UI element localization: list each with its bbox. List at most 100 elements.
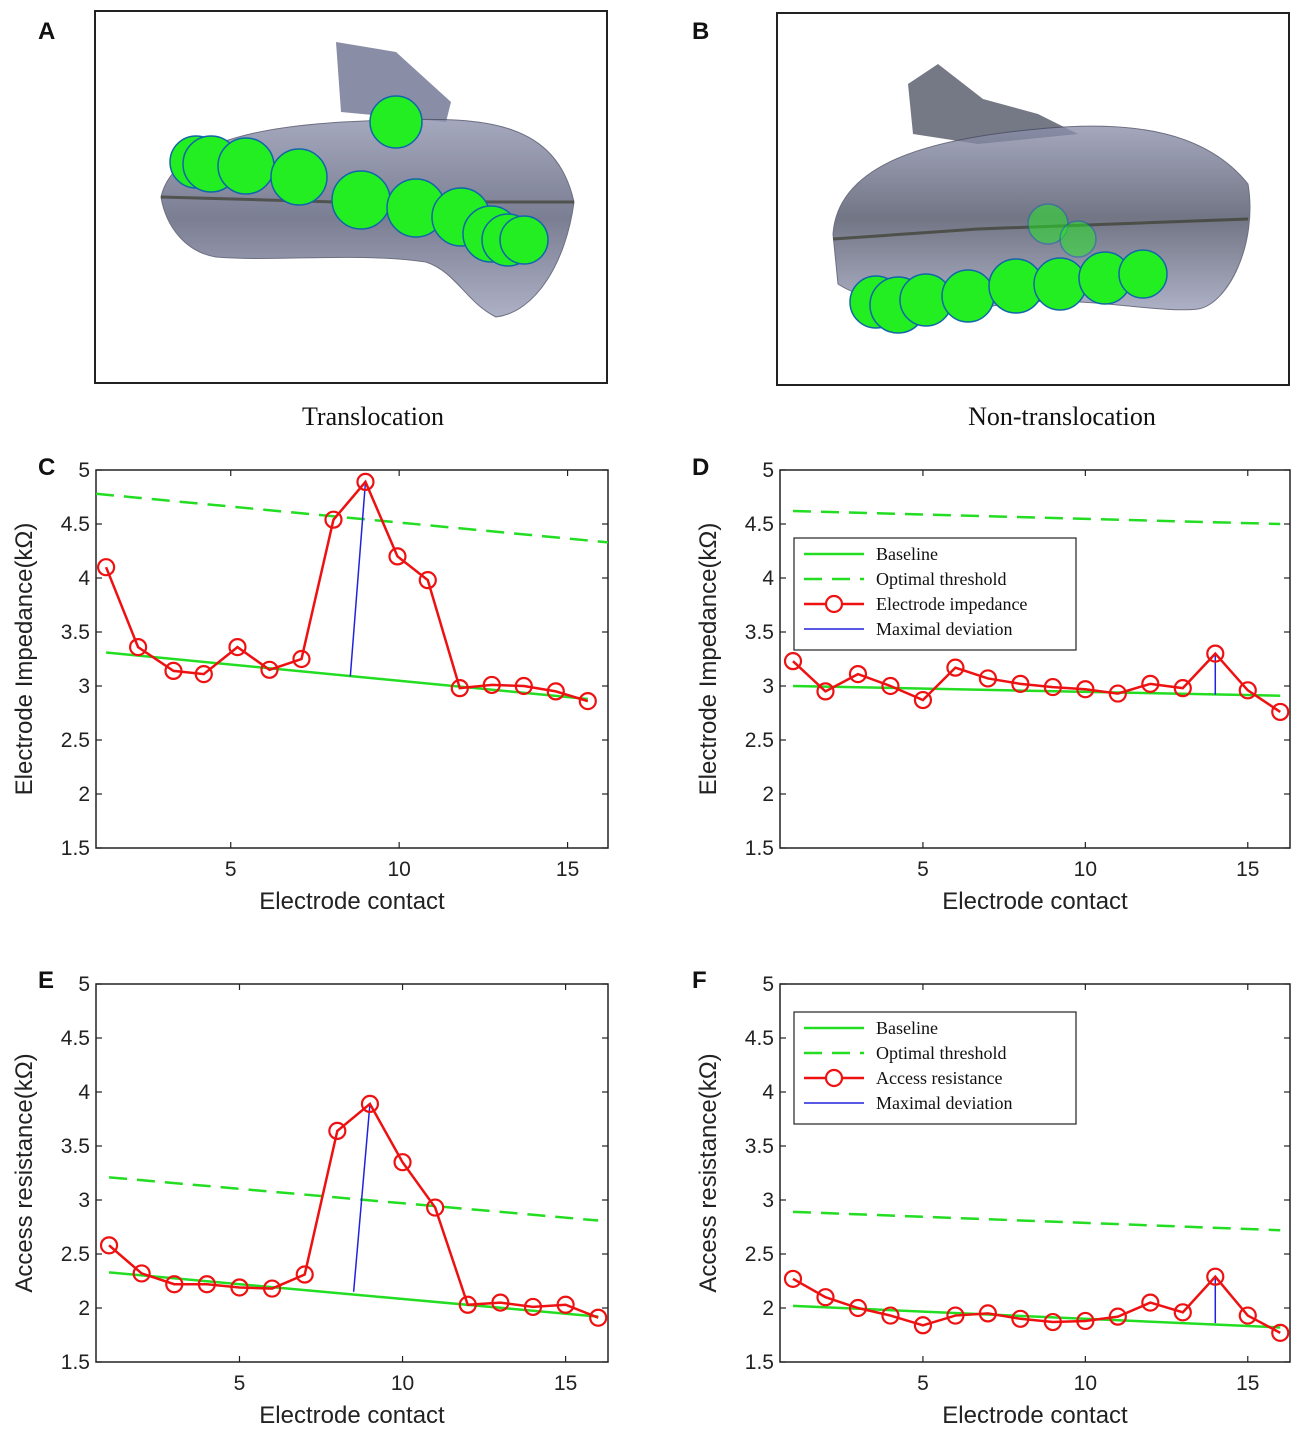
x-tick-label: 15 <box>1236 858 1259 881</box>
data-point <box>556 1295 575 1314</box>
caption-non-translocation: Non-translocation <box>968 402 1156 431</box>
y-tick-label: 1.5 <box>61 1351 90 1374</box>
data-point <box>164 661 183 680</box>
data-point <box>589 1308 608 1327</box>
translocation-render <box>94 10 608 384</box>
baseline-line <box>792 1304 1281 1329</box>
data-point <box>165 1275 184 1294</box>
y-tick-label: 4.5 <box>745 513 774 536</box>
data-point <box>1108 684 1127 703</box>
panel-letter-c: C <box>38 454 55 481</box>
y-tick-label: 2 <box>762 783 774 806</box>
data-point <box>848 665 868 684</box>
y-tick-label: 4 <box>762 1081 774 1104</box>
data-point <box>482 675 501 695</box>
x-tick-label: 15 <box>554 1372 577 1395</box>
electrode-array-a <box>169 95 549 267</box>
data-point <box>848 1298 868 1318</box>
legend-label: Optimal threshold <box>876 569 1006 589</box>
series-line <box>792 1274 1281 1334</box>
y-tick-label: 4 <box>762 567 774 590</box>
data-point <box>491 1293 510 1312</box>
baseline-line <box>105 651 588 701</box>
data-point <box>1043 1312 1062 1332</box>
legend: Baseline Optimal threshold Electrode imped… <box>793 537 1077 651</box>
data-point <box>1076 680 1095 699</box>
y-tick-label: 3.5 <box>61 621 90 644</box>
data-point <box>946 658 965 677</box>
y-tick-label: 3.5 <box>61 1135 90 1158</box>
data-point <box>1141 674 1160 693</box>
baseline-line <box>108 1271 599 1318</box>
y-tick-label: 1.5 <box>745 1351 774 1374</box>
y-tick-label: 3 <box>78 675 90 698</box>
y-tick-label: 2.5 <box>745 1243 774 1266</box>
data-point <box>393 1153 412 1172</box>
axes-box <box>779 983 1291 1363</box>
y-tick-label: 4.5 <box>61 1027 90 1050</box>
data-point <box>523 1297 543 1317</box>
data-point <box>228 638 247 657</box>
data-point <box>978 669 997 688</box>
data-point <box>260 660 279 679</box>
data-point <box>458 1295 477 1314</box>
legend-box <box>793 1011 1077 1125</box>
data-point <box>1173 679 1192 698</box>
y-tick-label: 2 <box>78 1297 90 1320</box>
x-tick-label: 5 <box>917 1372 929 1395</box>
data-point <box>97 558 116 577</box>
data-point <box>1011 1309 1030 1328</box>
data-point <box>356 472 375 491</box>
y-tick-label: 5 <box>762 459 774 482</box>
panel-letter-e: E <box>38 967 54 994</box>
data-point <box>426 1198 445 1217</box>
legend: Baseline Optimal threshold Access resistan… <box>793 1011 1077 1125</box>
x-tick-label: 10 <box>391 1372 414 1395</box>
y-tick-label: 4 <box>78 567 90 590</box>
panel-letter-a: A <box>38 18 56 45</box>
threshold-line <box>108 1176 599 1222</box>
data-point <box>263 1279 282 1298</box>
axes-box <box>95 983 609 1363</box>
x-tick-label: 5 <box>234 1372 246 1395</box>
legend-swatch-marker <box>824 1068 844 1088</box>
y-tick-label: 4.5 <box>61 513 90 536</box>
x-tick-label: 10 <box>1074 858 1097 881</box>
data-point <box>978 1304 997 1323</box>
data-point <box>946 1306 965 1325</box>
y-tick-label: 1.5 <box>745 837 774 860</box>
data-point <box>514 676 533 696</box>
data-point <box>450 679 469 698</box>
y-tick-label: 3.5 <box>745 1135 774 1158</box>
legend-box <box>793 537 1077 651</box>
x-tick-label: 5 <box>225 858 237 881</box>
y-tick-label: 2.5 <box>745 729 774 752</box>
data-point <box>1238 681 1257 700</box>
cochlea-apex-b <box>908 64 1078 144</box>
baseline-line <box>792 684 1281 697</box>
data-point <box>194 665 213 684</box>
data-point <box>546 682 565 701</box>
data-point <box>1043 677 1062 697</box>
x-tick-label: 10 <box>1074 1372 1097 1395</box>
max-deviation-line <box>352 1103 371 1292</box>
chart-f: F 1.5 2 2.5 3 3.5 4 4.5 5 5 10 15 Electrode contact A… <box>692 967 1291 1429</box>
data-point <box>881 1306 900 1325</box>
y-axis-label: Electrode Impedance(kΩ) <box>695 523 722 796</box>
data-point <box>816 1288 835 1307</box>
y-tick-label: 4.5 <box>745 1027 774 1050</box>
cochlea-render-b <box>832 64 1251 334</box>
chart-d: D 1.5 2 2.5 3 3.5 4 4.5 5 5 10 15 Electrode contact E… <box>692 454 1291 915</box>
data-point <box>328 1121 347 1140</box>
series-line <box>108 1101 599 1319</box>
data-point <box>578 692 597 711</box>
data-point <box>292 649 311 669</box>
legend-label: Optimal threshold <box>876 1043 1006 1063</box>
data-point <box>1076 1311 1095 1331</box>
data-point <box>99 1236 119 1255</box>
cochlea-render-a <box>160 42 575 318</box>
y-tick-label: 3 <box>78 1189 90 1212</box>
y-tick-label: 4 <box>78 1081 90 1104</box>
data-point <box>197 1275 216 1294</box>
